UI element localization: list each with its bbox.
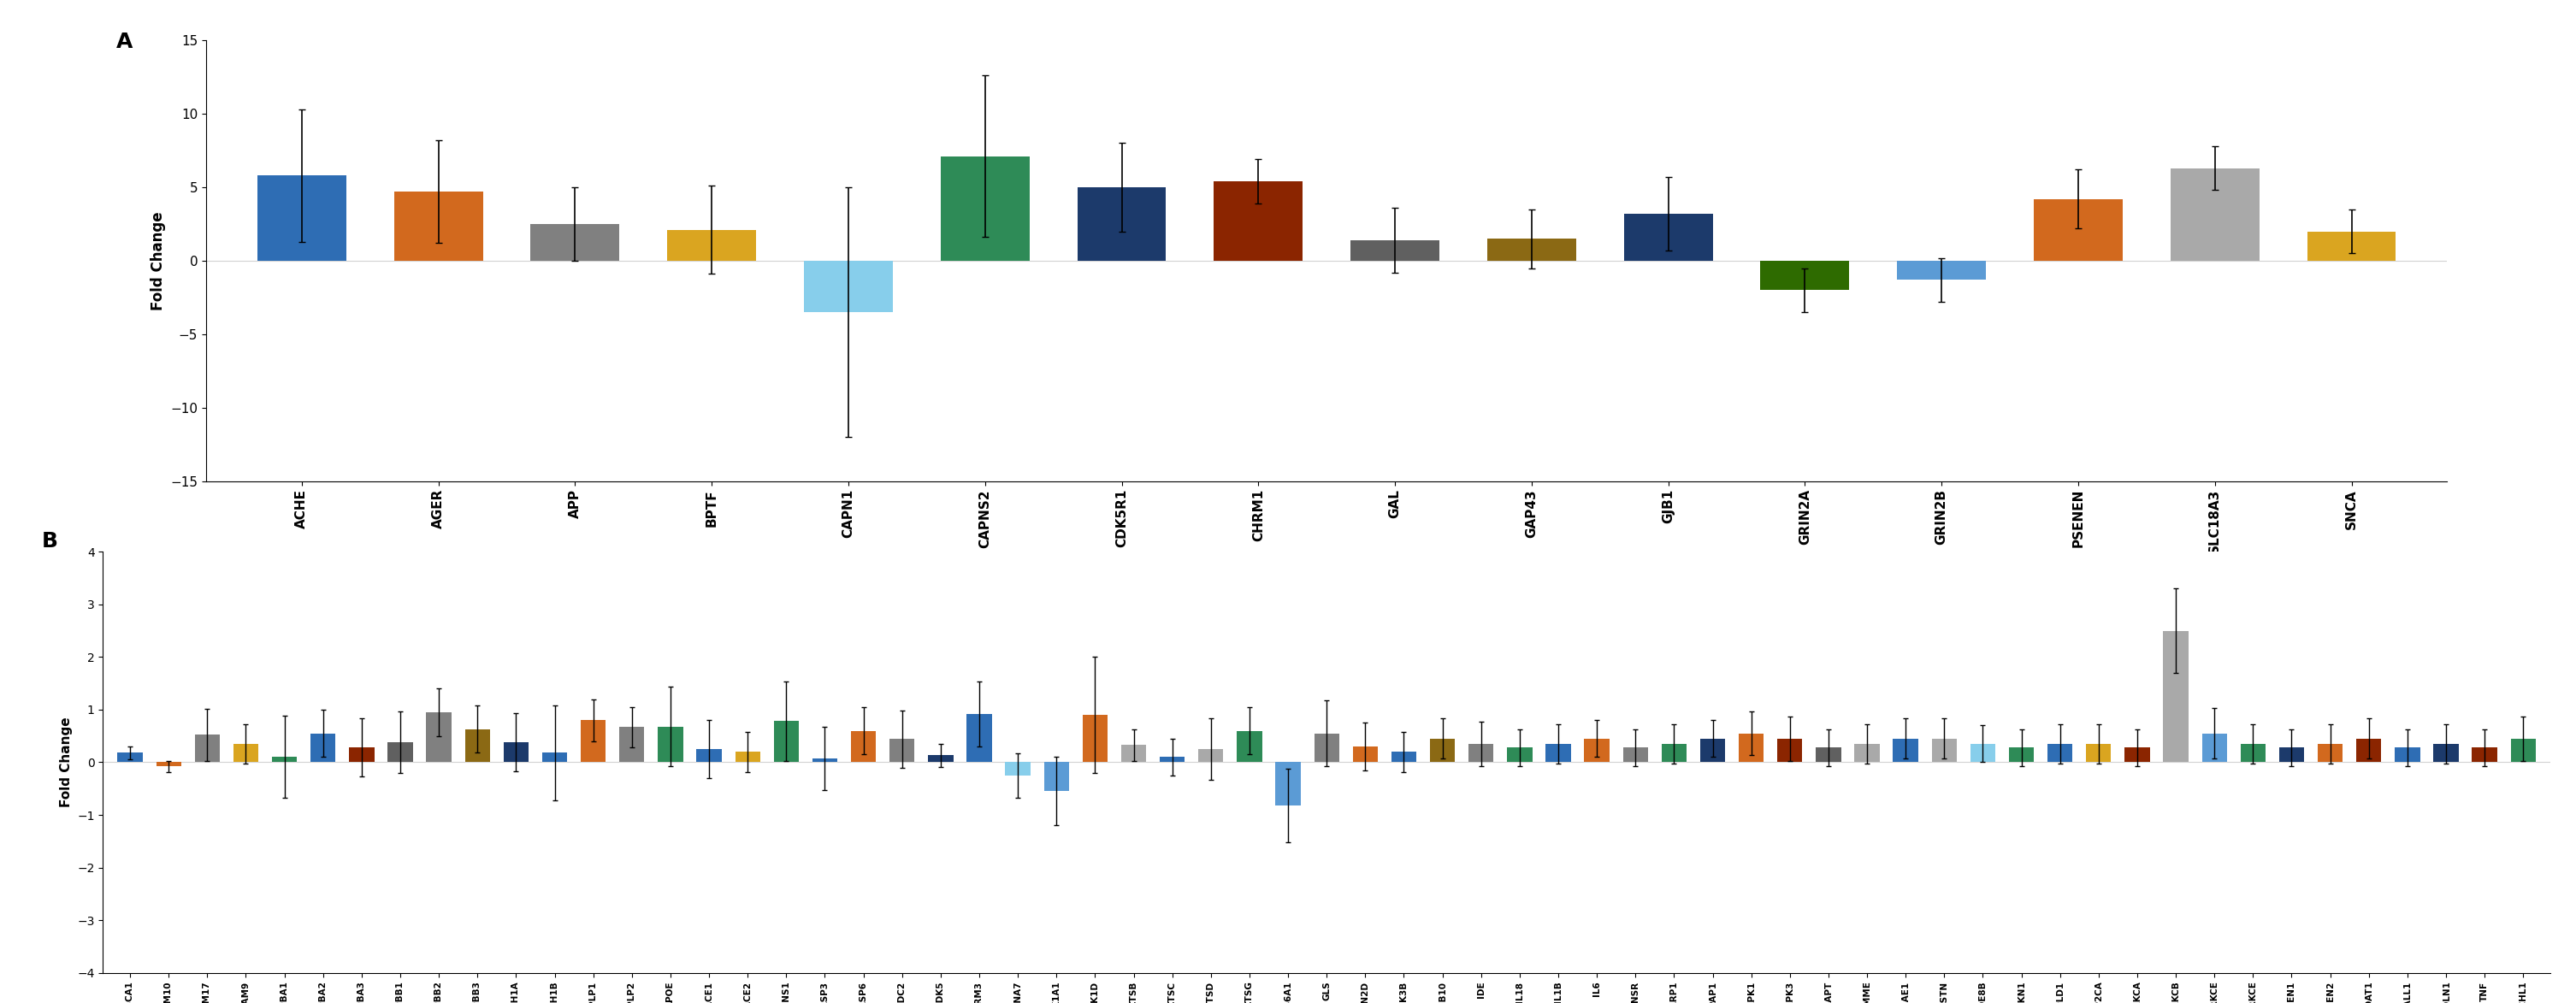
Bar	[2035, 199, 2123, 261]
Bar	[118, 753, 142, 762]
Bar	[1005, 762, 1030, 775]
Bar	[350, 747, 374, 762]
Bar	[1082, 715, 1108, 762]
Bar	[258, 176, 345, 261]
Bar	[1430, 738, 1455, 762]
Bar	[2202, 733, 2228, 762]
Bar	[389, 742, 412, 762]
Bar	[1198, 749, 1224, 762]
Bar	[2164, 631, 2190, 762]
Bar	[2125, 747, 2151, 762]
Bar	[1623, 747, 1649, 762]
Bar	[657, 726, 683, 762]
Bar	[2396, 747, 2419, 762]
Bar	[1739, 733, 1765, 762]
Bar	[811, 758, 837, 762]
Bar	[696, 749, 721, 762]
Bar	[2473, 747, 2496, 762]
Bar	[1759, 261, 1850, 290]
Bar	[2434, 744, 2458, 762]
Bar	[1159, 757, 1185, 762]
Bar	[804, 261, 894, 312]
Bar	[2357, 738, 2380, 762]
Bar	[966, 714, 992, 762]
Bar	[425, 712, 451, 762]
Bar	[1896, 261, 1986, 280]
Bar	[157, 762, 180, 766]
Bar	[541, 753, 567, 762]
Bar	[531, 224, 618, 261]
Bar	[1816, 747, 1842, 762]
Bar	[580, 720, 605, 762]
Bar	[2009, 747, 2035, 762]
Y-axis label: Fold Change: Fold Change	[59, 717, 72, 807]
Bar	[2241, 744, 2264, 762]
Bar	[1546, 744, 1571, 762]
Bar	[1043, 762, 1069, 791]
Bar	[667, 230, 757, 261]
Bar	[1468, 744, 1494, 762]
Bar	[850, 730, 876, 762]
Bar	[312, 733, 335, 762]
Bar	[1932, 738, 1958, 762]
Bar	[1391, 752, 1417, 762]
Bar	[2512, 738, 2535, 762]
Bar	[1236, 730, 1262, 762]
Bar	[1352, 746, 1378, 762]
Bar	[1121, 745, 1146, 762]
Bar	[1777, 738, 1803, 762]
Bar	[2308, 232, 2396, 261]
Bar	[394, 192, 482, 261]
Bar	[940, 156, 1030, 261]
Bar	[1584, 738, 1610, 762]
Bar	[2318, 744, 2342, 762]
Bar	[734, 752, 760, 762]
Bar	[927, 755, 953, 762]
Text: B: B	[41, 531, 59, 551]
Bar	[2172, 169, 2259, 261]
Bar	[1623, 214, 1713, 261]
Bar	[1314, 733, 1340, 762]
Bar	[273, 757, 296, 762]
Bar	[1662, 744, 1687, 762]
Bar	[2048, 744, 2074, 762]
Bar	[1855, 744, 1880, 762]
Text: A: A	[116, 31, 134, 52]
Bar	[1507, 747, 1533, 762]
Bar	[1077, 188, 1167, 261]
Bar	[1350, 240, 1440, 261]
Bar	[889, 739, 914, 762]
Bar	[1486, 239, 1577, 261]
Bar	[234, 744, 258, 762]
Bar	[1275, 762, 1301, 805]
Bar	[1700, 738, 1726, 762]
Bar	[1213, 182, 1303, 261]
Bar	[2280, 747, 2303, 762]
Y-axis label: Fold Change: Fold Change	[149, 212, 165, 310]
Bar	[2087, 744, 2112, 762]
Bar	[196, 735, 219, 762]
Bar	[773, 721, 799, 762]
Bar	[1893, 738, 1919, 762]
Bar	[1971, 744, 1996, 762]
Bar	[502, 742, 528, 762]
Bar	[464, 729, 489, 762]
Bar	[618, 727, 644, 762]
